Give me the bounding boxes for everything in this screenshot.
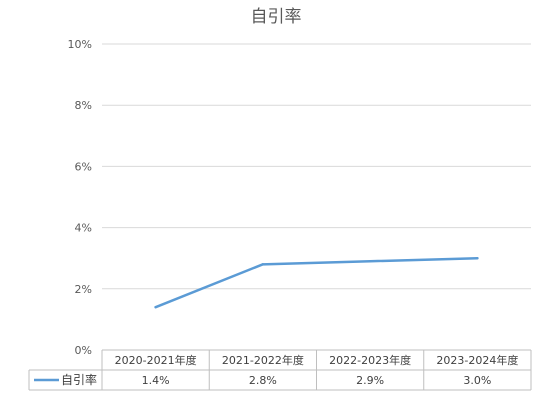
series-line	[154, 256, 479, 309]
y-tick-label: 8%	[75, 99, 92, 112]
y-tick-label: 6%	[75, 160, 92, 173]
category-label: 2023-2024年度	[436, 353, 518, 367]
data-point	[368, 260, 372, 263]
value-label: 3.0%	[463, 374, 491, 387]
data-point	[154, 305, 157, 309]
category-label: 2020-2021年度	[115, 353, 197, 367]
chart-title: 自引率	[251, 7, 302, 27]
value-label: 2.8%	[249, 374, 277, 387]
y-axis-ticks: 0% 2% 4% 6% 8% 10%	[68, 38, 92, 357]
y-tick-label: 0%	[75, 344, 92, 357]
category-label: 2022-2023年度	[329, 353, 411, 367]
data-point	[261, 263, 265, 266]
data-point	[476, 257, 479, 260]
y-tick-label: 10%	[68, 38, 92, 51]
y-tick-label: 4%	[75, 222, 92, 235]
value-label: 2.9%	[356, 374, 384, 387]
y-tick-label: 2%	[75, 283, 92, 296]
category-label: 2021-2022年度	[222, 353, 304, 367]
data-table: 2020-2021年度 2021-2022年度 2022-2023年度 2023-20…	[28, 349, 532, 391]
series-layer	[154, 256, 479, 309]
gridlines	[102, 43, 531, 290]
legend-series-name: 自引率	[61, 372, 97, 387]
value-label: 1.4%	[142, 374, 170, 387]
